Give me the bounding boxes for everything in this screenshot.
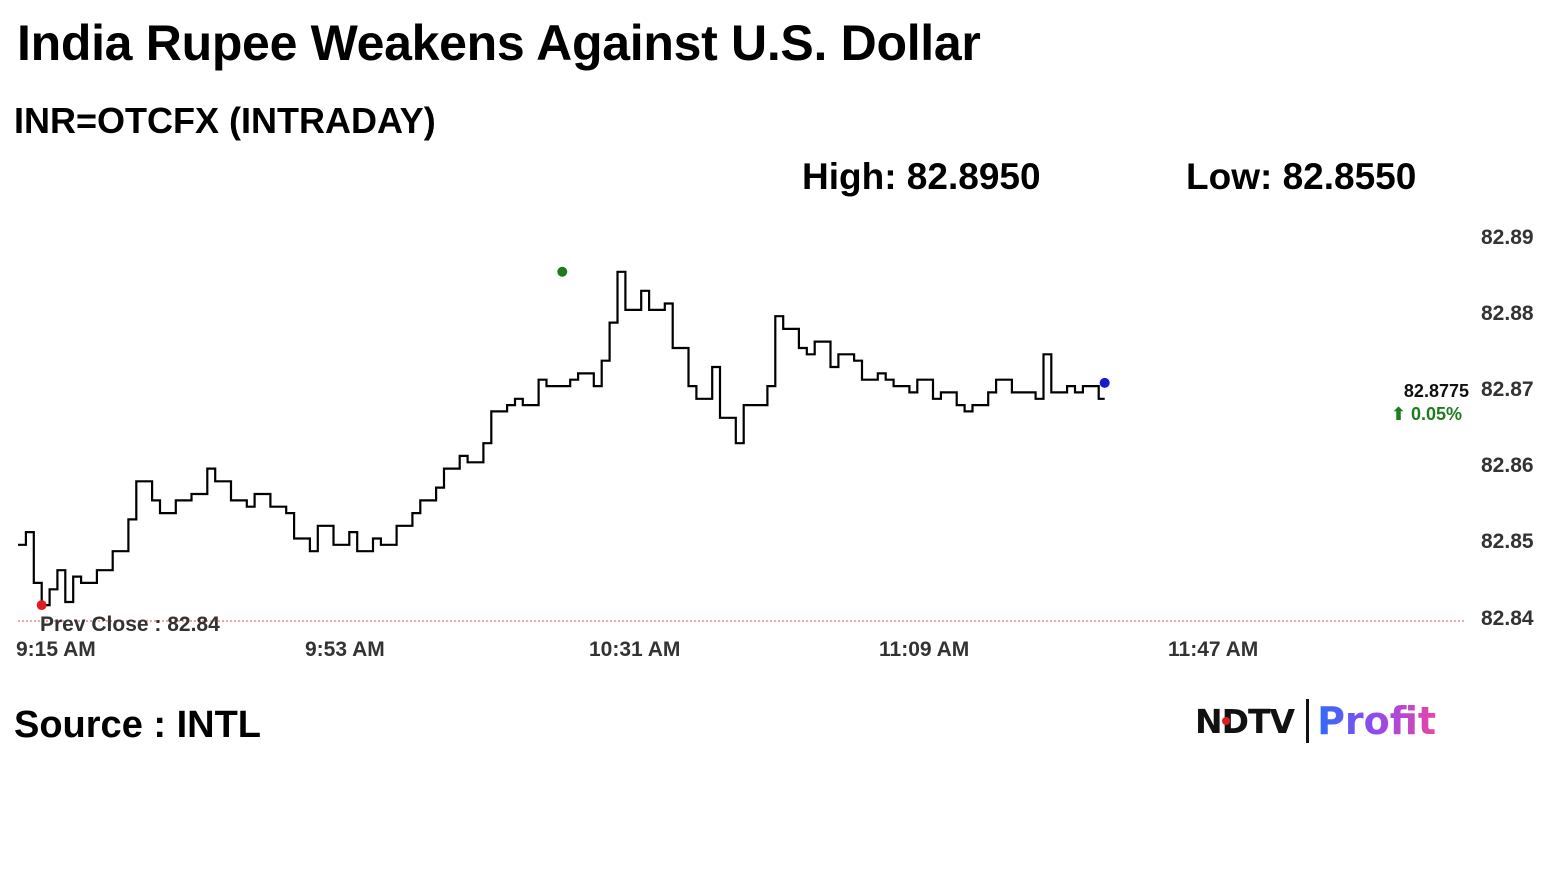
ndtv-wordmark: NDTV [1195, 701, 1295, 741]
chart-subtitle: INR=OTCFX (INTRADAY) [14, 100, 436, 141]
low-marker [36, 600, 47, 611]
y-tick-label: 82.86 [1481, 454, 1534, 477]
chart-title: India Rupee Weakens Against U.S. Dollar [17, 15, 981, 71]
x-tick-label: 11:09 AM [879, 638, 969, 661]
price-chart: Prev Close : 82.84 82.84 82.85 82.86 82.… [16, 226, 1534, 661]
low-value: Low: 82.8550 [1186, 156, 1417, 197]
last-marker [1099, 377, 1110, 388]
high-value: High: 82.8950 [802, 156, 1041, 197]
x-tick-label: 9:53 AM [305, 638, 385, 661]
last-value-label: 82.8775 [1404, 381, 1469, 401]
x-tick-label: 10:31 AM [589, 638, 680, 661]
series-line [18, 270, 1105, 607]
y-tick-label: 82.88 [1481, 302, 1534, 325]
source-text: Source : INTL [14, 704, 262, 746]
y-axis: 82.84 82.85 82.86 82.87 82.88 82.89 [1481, 226, 1534, 630]
y-tick-label: 82.89 [1481, 226, 1534, 249]
x-tick-label: 9:15 AM [16, 638, 96, 661]
prev-close-label: Prev Close : 82.84 [40, 613, 220, 636]
y-tick-label: 82.85 [1481, 530, 1534, 553]
y-tick-label: 82.87 [1481, 378, 1534, 401]
logo-dot-icon [1222, 717, 1230, 725]
x-axis: 9:15 AM 9:53 AM 10:31 AM 11:09 AM 11:47 … [16, 638, 1258, 661]
profit-wordmark: Profit [1317, 699, 1437, 743]
ndtv-profit-logo: NDTV Profit [1195, 698, 1436, 744]
logo-divider [1306, 699, 1310, 743]
x-tick-label: 11:47 AM [1168, 638, 1258, 661]
high-marker [557, 266, 568, 277]
change-label: ⬆ 0.05% [1391, 404, 1462, 424]
y-tick-label: 82.84 [1481, 607, 1534, 630]
